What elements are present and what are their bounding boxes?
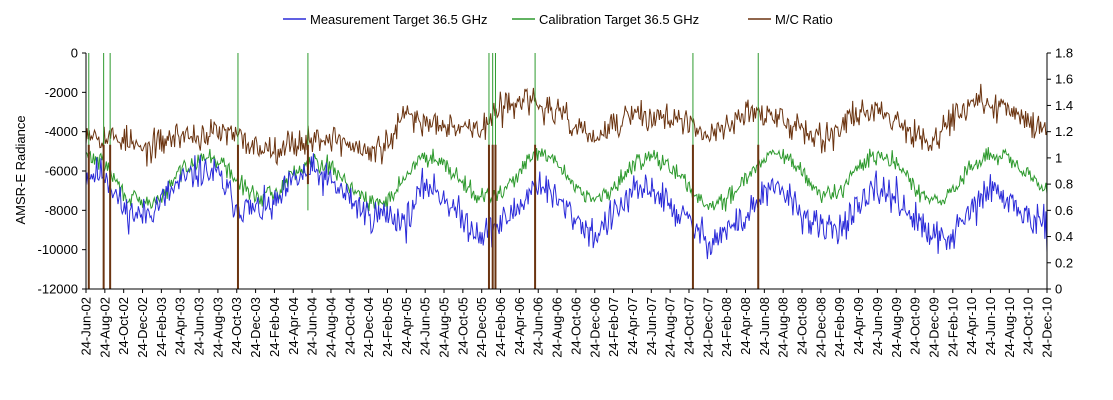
y2-axis-ticks: 0 0.2 0.4 0.6 0.8 1 1.2 1.4 1.6 1.8 xyxy=(1047,46,1073,297)
x-tick-label: 24-Oct-02 xyxy=(116,297,131,355)
x-tick-label: 24-Apr-10 xyxy=(964,297,979,355)
x-tick-label: 24-Dec-06 xyxy=(587,297,602,358)
x-tick-label: 24-Feb-06 xyxy=(493,297,508,357)
x-tick-label: 24-Oct-05 xyxy=(455,297,470,355)
y-tick-label: 0 xyxy=(71,46,78,61)
x-tick-label: 24-Apr-03 xyxy=(173,297,188,355)
x-tick-label: 24-Jun-07 xyxy=(644,297,659,356)
y-axis-title: AMSR-E Radiance xyxy=(13,115,28,224)
x-tick-label: 24-Dec-08 xyxy=(813,297,828,358)
x-tick-label: 24-Oct-07 xyxy=(681,297,696,355)
legend: Measurement Target 36.5 GHz Calibration T… xyxy=(283,12,833,27)
y2-tick-label: 1.4 xyxy=(1055,98,1073,113)
x-tick-label: 24-Apr-07 xyxy=(625,297,640,355)
x-tick-label: 24-Aug-02 xyxy=(97,297,112,358)
x-tick-label: 24-Apr-05 xyxy=(399,297,414,355)
x-axis-ticks: 24-Jun-02 24-Aug-02 24-Oct-02 24-Dec-02 24-F… xyxy=(79,289,1055,358)
x-tick-label: 24-Feb-05 xyxy=(380,297,395,357)
legend-label: M/C Ratio xyxy=(775,12,833,27)
x-tick-label: 24-Aug-10 xyxy=(1002,297,1017,358)
y2-tick-label: 0.2 xyxy=(1055,255,1073,270)
y2-tick-label: 1.2 xyxy=(1055,124,1073,139)
x-tick-label: 24-Oct-08 xyxy=(795,297,810,355)
x-tick-label: 24-Oct-03 xyxy=(229,297,244,355)
axes xyxy=(85,53,1048,290)
x-tick-label: 24-Aug-07 xyxy=(663,297,678,358)
legend-label: Calibration Target 36.5 GHz xyxy=(539,12,699,27)
y2-tick-label: 0.4 xyxy=(1055,229,1073,244)
y2-tick-label: 0 xyxy=(1055,282,1062,297)
legend-label: Measurement Target 36.5 GHz xyxy=(310,12,488,27)
x-tick-label: 24-Jun-04 xyxy=(305,297,320,356)
series-line-2 xyxy=(85,83,1048,167)
x-tick-label: 24-Dec-05 xyxy=(474,297,489,358)
y2-tick-label: 1.8 xyxy=(1055,46,1073,61)
x-tick-label: 24-Oct-09 xyxy=(908,297,923,355)
x-tick-label: 24-Dec-03 xyxy=(248,297,263,358)
x-tick-label: 24-Jun-08 xyxy=(757,297,772,356)
x-tick-label: 24-Oct-10 xyxy=(1021,297,1036,355)
x-tick-label: 24-Jun-05 xyxy=(418,297,433,356)
x-tick-label: 24-Jun-09 xyxy=(870,297,885,356)
y2-tick-label: 0.8 xyxy=(1055,177,1073,192)
y-tick-label: -6000 xyxy=(45,164,78,179)
x-tick-label: 24-Feb-08 xyxy=(719,297,734,357)
y-tick-label: -2000 xyxy=(45,85,78,100)
x-tick-label: 24-Feb-10 xyxy=(945,297,960,357)
y2-tick-label: 1 xyxy=(1055,150,1062,165)
x-tick-label: 24-Aug-05 xyxy=(437,297,452,358)
y2-tick-label: 0.6 xyxy=(1055,203,1073,218)
x-tick-label: 24-Apr-08 xyxy=(738,297,753,355)
x-tick-label: 24-Aug-06 xyxy=(550,297,565,358)
x-tick-label: 24-Apr-09 xyxy=(851,297,866,355)
y-tick-label: -10000 xyxy=(38,242,78,257)
x-tick-label: 24-Jun-10 xyxy=(983,297,998,356)
x-tick-label: 24-Feb-09 xyxy=(832,297,847,357)
x-tick-label: 24-Jun-02 xyxy=(79,297,94,356)
x-tick-label: 24-Aug-08 xyxy=(776,297,791,358)
x-tick-label: 24-Apr-04 xyxy=(286,297,301,355)
x-tick-label: 24-Dec-10 xyxy=(1040,297,1055,358)
y-tick-label: -4000 xyxy=(45,124,78,139)
x-tick-label: 24-Dec-09 xyxy=(926,297,941,358)
x-tick-label: 24-Dec-02 xyxy=(135,297,150,358)
y-axis-ticks: 0 -2000 -4000 -6000 -8000 -10000 -12000 xyxy=(38,46,86,297)
series-line-0 xyxy=(85,153,1048,260)
x-tick-label: 24-Feb-04 xyxy=(267,297,282,357)
x-tick-label: 24-Oct-04 xyxy=(342,297,357,355)
x-tick-label: 24-Oct-06 xyxy=(568,297,583,355)
x-tick-label: 24-Feb-07 xyxy=(606,297,621,357)
x-tick-label: 24-Apr-06 xyxy=(512,297,527,355)
x-tick-label: 24-Jun-03 xyxy=(192,297,207,356)
y2-tick-label: 1.6 xyxy=(1055,72,1073,87)
x-tick-label: 24-Aug-03 xyxy=(210,297,225,358)
series-layer xyxy=(85,53,1048,289)
x-tick-label: 24-Dec-07 xyxy=(700,297,715,358)
x-tick-label: 24-Dec-04 xyxy=(361,297,376,358)
y-tick-label: -12000 xyxy=(38,282,78,297)
y-tick-label: -8000 xyxy=(45,203,78,218)
series-line-1 xyxy=(85,147,1048,212)
x-tick-label: 24-Feb-03 xyxy=(154,297,169,357)
x-tick-label: 24-Jun-06 xyxy=(531,297,546,356)
x-tick-label: 24-Aug-09 xyxy=(889,297,904,358)
x-tick-label: 24-Aug-04 xyxy=(323,297,338,358)
